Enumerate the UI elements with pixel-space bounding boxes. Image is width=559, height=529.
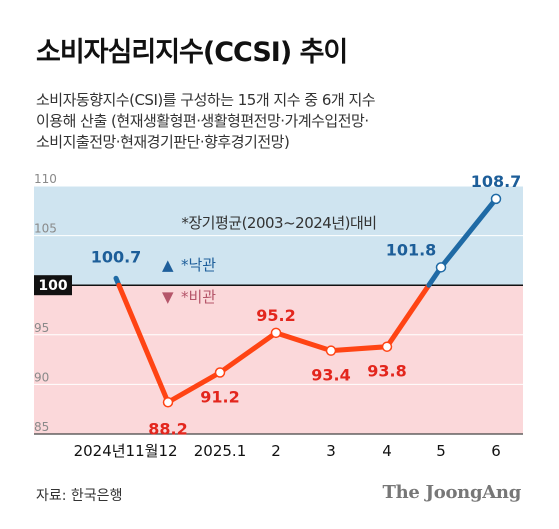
line-segment xyxy=(273,330,334,354)
line-segment xyxy=(165,369,223,405)
data-point xyxy=(381,341,393,352)
publisher-logo: The JoongAng xyxy=(382,482,522,503)
data-label: 95.2 xyxy=(256,306,295,325)
data-labels: 100.7 88.2 91.2 95.2 93.4 93.8 101.8 108.7 xyxy=(91,172,522,438)
series-line xyxy=(113,196,499,405)
x-tick-label: 6 xyxy=(491,442,501,460)
y-tick-label: 85 xyxy=(34,420,49,434)
description-line: 소비자동향지수(CSI)를 구성하는 15개 지수 중 6개 지수 xyxy=(36,91,376,109)
baseline-label: 100 xyxy=(38,278,67,294)
down-triangle-icon: ▼ xyxy=(162,288,174,306)
y-tick-label: 110 xyxy=(34,172,57,186)
y-tick-label: 95 xyxy=(34,321,49,335)
page-title: 소비자심리지수(CCSI) 추이 xyxy=(36,37,348,68)
data-points xyxy=(162,193,502,408)
x-axis-ticks: 2024년11월 12 2025.1 2 3 4 5 6 xyxy=(74,442,501,460)
data-point xyxy=(162,397,174,408)
data-label: 93.4 xyxy=(311,366,350,385)
x-tick-label: 12 xyxy=(158,442,177,460)
line-segment xyxy=(438,196,499,270)
line-segment xyxy=(116,282,171,405)
baseline-badge xyxy=(34,275,72,296)
x-tick-label: 5 xyxy=(436,442,446,460)
x-tick-label: 2025.1 xyxy=(194,442,247,460)
description-line: 소비지출전망·현재경기판단·향후경기전망) xyxy=(36,133,290,151)
line-segment xyxy=(217,330,279,375)
chart-note: *장기평균(2003~2024년)대비 xyxy=(181,214,376,232)
x-tick-label: 4 xyxy=(382,442,392,460)
up-triangle-icon: ▲ xyxy=(162,256,174,274)
source-note: 자료: 한국은행 xyxy=(36,488,123,504)
data-label: 101.8 xyxy=(386,240,437,259)
data-label: 100.7 xyxy=(91,247,142,266)
data-point xyxy=(214,367,226,378)
x-tick-label: 2 xyxy=(271,442,281,460)
data-label: 108.7 xyxy=(471,172,522,191)
data-label: 93.8 xyxy=(367,362,406,381)
baseline-marker: 100 xyxy=(34,275,523,296)
y-tick-label: 105 xyxy=(34,222,57,236)
chart-description: 소비자동향지수(CSI)를 구성하는 15개 지수 중 6개 지수 이용해 산출… xyxy=(36,90,536,153)
data-point xyxy=(325,345,337,356)
description-line: 이용해 산출 (현재생활형편·생활형편전망·가계수입전망· xyxy=(36,112,369,130)
legend-label: *낙관 xyxy=(181,256,216,274)
line-segment xyxy=(384,282,432,350)
data-point xyxy=(435,262,447,273)
pessimistic-zone xyxy=(34,285,523,434)
y-tick-label: 90 xyxy=(34,370,49,384)
legend-label: *비관 xyxy=(181,288,216,306)
legend: ▲ *낙관 ▼ *비관 xyxy=(162,256,216,306)
y-axis-ticks: 110 105 95 90 85 xyxy=(34,172,57,434)
data-point xyxy=(490,193,502,205)
data-label: 91.2 xyxy=(200,387,239,406)
x-tick-label: 3 xyxy=(326,442,336,460)
x-tick-label: 2024년11월 xyxy=(74,442,159,460)
line-segment xyxy=(328,344,390,354)
data-label: 88.2 xyxy=(148,419,187,438)
data-point xyxy=(270,327,282,339)
